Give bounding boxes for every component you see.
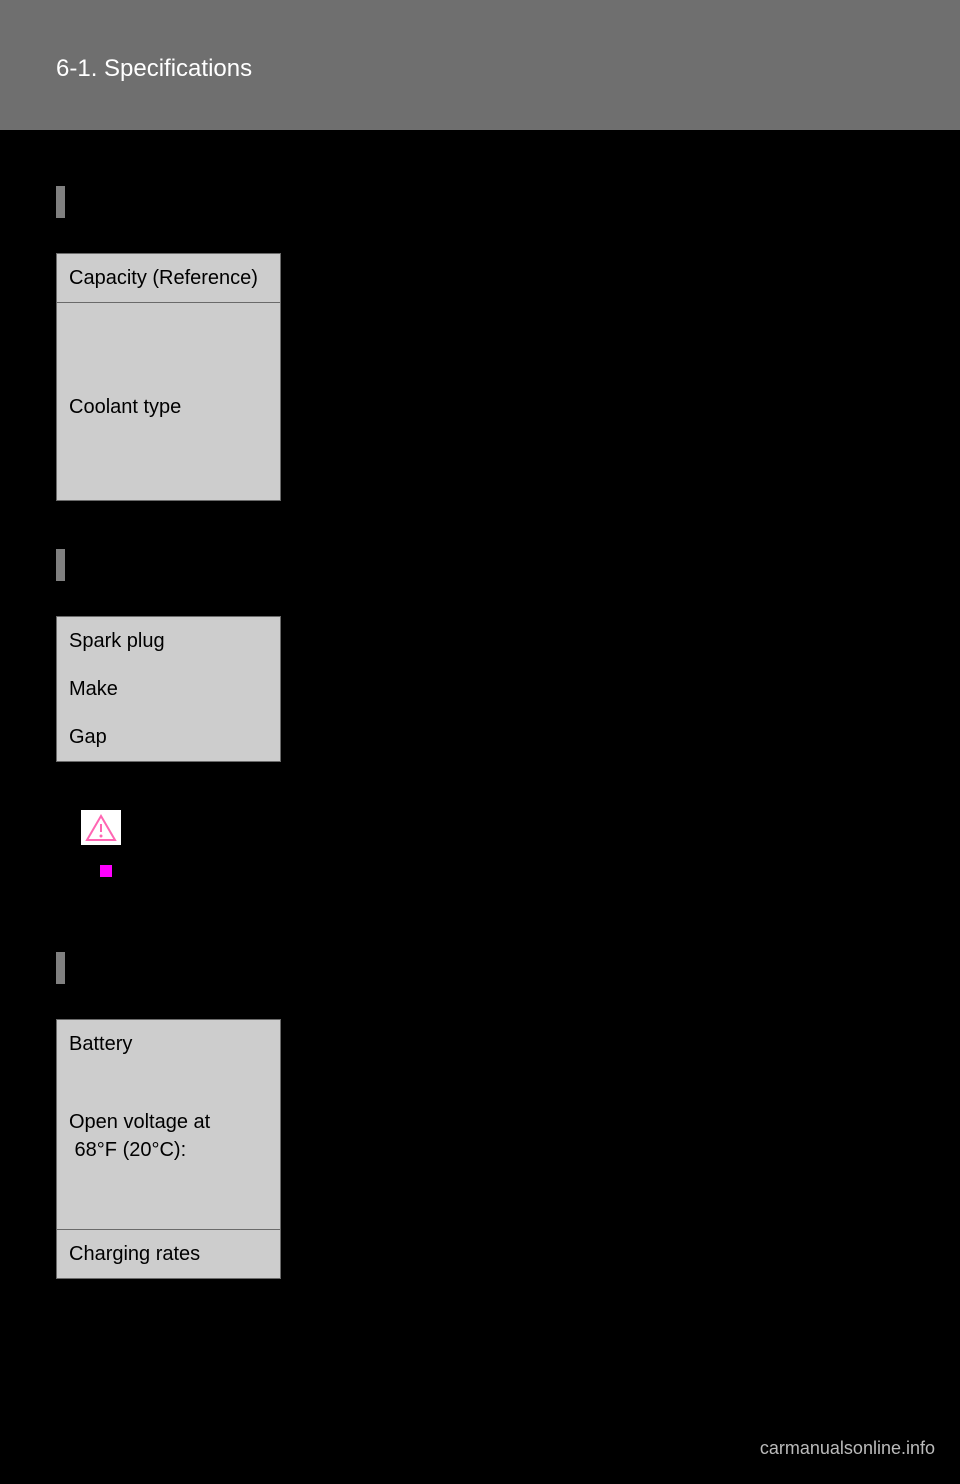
caution-section [56,810,904,892]
section-marker [56,952,65,984]
gap-cell: Gap [57,713,281,762]
watermark: carmanualsonline.info [760,1438,935,1459]
spark-plug-cell: Spark plug [57,617,281,666]
warning-triangle-icon [85,814,117,842]
ignition-section: Spark plug Make Gap [56,549,904,762]
cooling-section: Capacity (Reference) Coolant type [56,186,904,501]
table-row: Capacity (Reference) [57,254,281,303]
electrical-section: Battery Open voltage at 68°F (20°C): Cha… [56,952,904,1279]
coolant-type-cell: Coolant type [57,303,281,501]
table-row: Make [57,665,281,713]
caution-box [81,810,121,845]
bullet-marker [100,865,112,877]
electrical-table: Battery Open voltage at 68°F (20°C): Cha… [56,1019,281,1279]
page-content: Capacity (Reference) Coolant type Spark … [0,130,960,1383]
page-header: 6-1. Specifications [0,0,960,130]
section-marker [56,549,65,581]
battery-label: Battery [69,1030,268,1058]
charging-rates-cell: Charging rates [57,1230,281,1279]
table-row: Charging rates [57,1230,281,1279]
open-voltage-label: Open voltage at 68°F (20°C): [69,1108,268,1164]
capacity-cell: Capacity (Reference) [57,254,281,303]
table-row: Battery Open voltage at 68°F (20°C): [57,1020,281,1230]
header-title: 6-1. Specifications [56,55,960,83]
table-row: Gap [57,713,281,762]
cooling-table: Capacity (Reference) Coolant type [56,253,281,501]
make-cell: Make [57,665,281,713]
section-marker [56,186,65,218]
battery-cell: Battery Open voltage at 68°F (20°C): [57,1020,281,1230]
table-row: Spark plug [57,617,281,666]
table-row: Coolant type [57,303,281,501]
ignition-table: Spark plug Make Gap [56,616,281,762]
